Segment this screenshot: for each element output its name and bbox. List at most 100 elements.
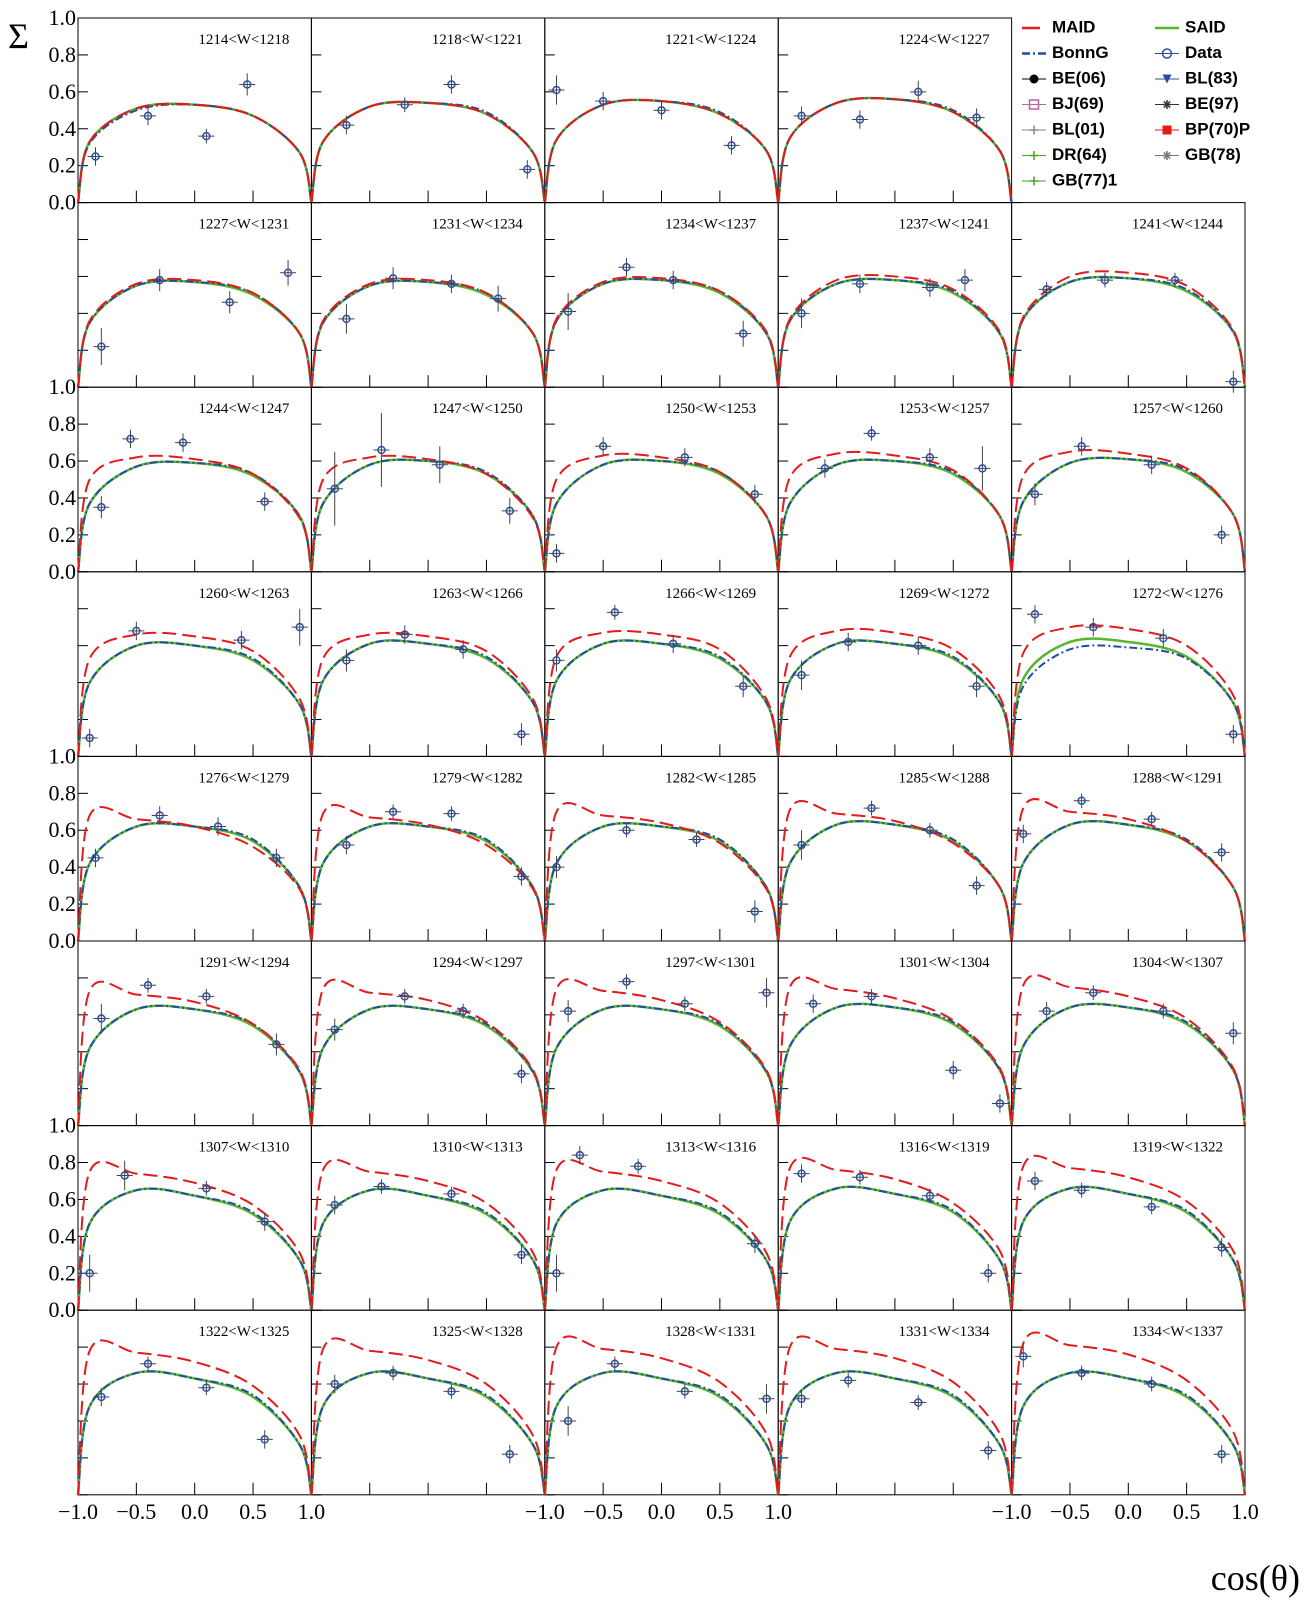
curve (77, 1187, 313, 1311)
panel-title: 1272<W<1276 (1132, 586, 1224, 602)
curve (1010, 456, 1246, 572)
y-tick-label: 0.8 (49, 780, 77, 805)
marker (972, 113, 981, 122)
curve (310, 1004, 547, 1126)
marker (1170, 275, 1180, 285)
curve (777, 97, 1013, 203)
panel-title: 1241<W<1244 (1132, 217, 1224, 233)
curve (77, 102, 313, 203)
curve (76, 821, 313, 942)
curve (76, 1004, 313, 1126)
marker (552, 85, 561, 95)
curve (77, 1004, 313, 1126)
curve (543, 1004, 780, 1126)
marker (1030, 1176, 1040, 1186)
panel-title: 1244<W<1247 (198, 401, 290, 417)
marker (97, 1014, 106, 1023)
curve (76, 460, 313, 573)
curve (543, 1370, 780, 1496)
legend-label: GB(77)1 (1052, 170, 1117, 189)
x-tick-label: 1.0 (1231, 1499, 1259, 1524)
marker (1028, 99, 1040, 110)
curve (310, 1158, 546, 1311)
marker (85, 733, 94, 743)
marker (143, 1359, 153, 1368)
curve (1010, 637, 1247, 757)
marker (1229, 377, 1238, 386)
panel-title: 1310<W<1313 (432, 1140, 523, 1156)
marker (1162, 151, 1172, 160)
curve (777, 458, 1013, 573)
marker (447, 1189, 456, 1199)
curve (310, 639, 546, 757)
panel-title: 1247<W<1250 (432, 401, 523, 417)
marker (1147, 1202, 1156, 1212)
x-tick-label: 1.0 (764, 1499, 792, 1524)
marker (202, 1383, 211, 1392)
panel-title: 1291<W<1294 (198, 955, 290, 971)
curve (543, 1187, 780, 1311)
panel-title: 1276<W<1279 (198, 770, 289, 786)
marker (1229, 1029, 1238, 1038)
marker (202, 131, 211, 141)
marker (727, 141, 736, 150)
panel-title: 1263<W<1266 (432, 586, 524, 602)
x-tick-label: −0.5 (583, 1499, 623, 1524)
panel-title: 1269<W<1272 (899, 586, 990, 602)
curve (777, 1185, 1013, 1311)
curve (77, 454, 313, 573)
marker (447, 1387, 456, 1396)
marker (1030, 610, 1040, 619)
marker (272, 853, 281, 863)
panel-title: 1257<W<1260 (1132, 401, 1223, 417)
panel-title: 1279<W<1282 (432, 770, 523, 786)
marker (1162, 100, 1172, 109)
marker (855, 115, 865, 124)
marker (388, 1368, 398, 1378)
marker (143, 981, 153, 990)
curve (777, 450, 1013, 573)
marker (984, 1269, 993, 1278)
curve (777, 277, 1013, 388)
legend-label: DR(64) (1052, 145, 1107, 164)
curve (543, 978, 780, 1126)
marker (435, 460, 445, 469)
legend-label: BE(06) (1052, 68, 1106, 87)
marker (575, 1150, 585, 1160)
marker (330, 484, 339, 493)
marker (855, 1173, 865, 1182)
marker (913, 641, 923, 650)
y-tick-label: 0.2 (49, 522, 77, 547)
panel-title: 1331<W<1334 (899, 1324, 991, 1340)
curve (310, 1370, 546, 1496)
marker (913, 87, 923, 97)
marker (260, 1217, 269, 1226)
marker (668, 639, 678, 649)
marker (598, 96, 608, 106)
curve (777, 1370, 1013, 1496)
marker (1077, 1368, 1086, 1378)
curve (310, 454, 546, 573)
panel-title: 1285<W<1288 (899, 770, 990, 786)
marker (1162, 125, 1172, 135)
marker (155, 275, 164, 285)
marker (1229, 729, 1238, 739)
legend-label: BonnG (1052, 43, 1109, 62)
marker (1089, 622, 1098, 632)
marker (978, 464, 987, 473)
panel-title: 1325<W<1328 (432, 1324, 523, 1340)
curve (777, 800, 1013, 942)
marker (330, 1379, 339, 1389)
marker (260, 497, 269, 506)
marker (132, 626, 141, 636)
marker (342, 840, 351, 850)
panel-title: 1319<W<1322 (1132, 1140, 1223, 1156)
curve (310, 1187, 546, 1311)
y-tick-label: 0.8 (49, 411, 77, 436)
legend-label: BJ(69) (1052, 94, 1104, 113)
curve (1010, 1185, 1247, 1311)
curve (776, 1185, 1013, 1311)
marker (680, 1387, 690, 1396)
marker (517, 729, 526, 739)
